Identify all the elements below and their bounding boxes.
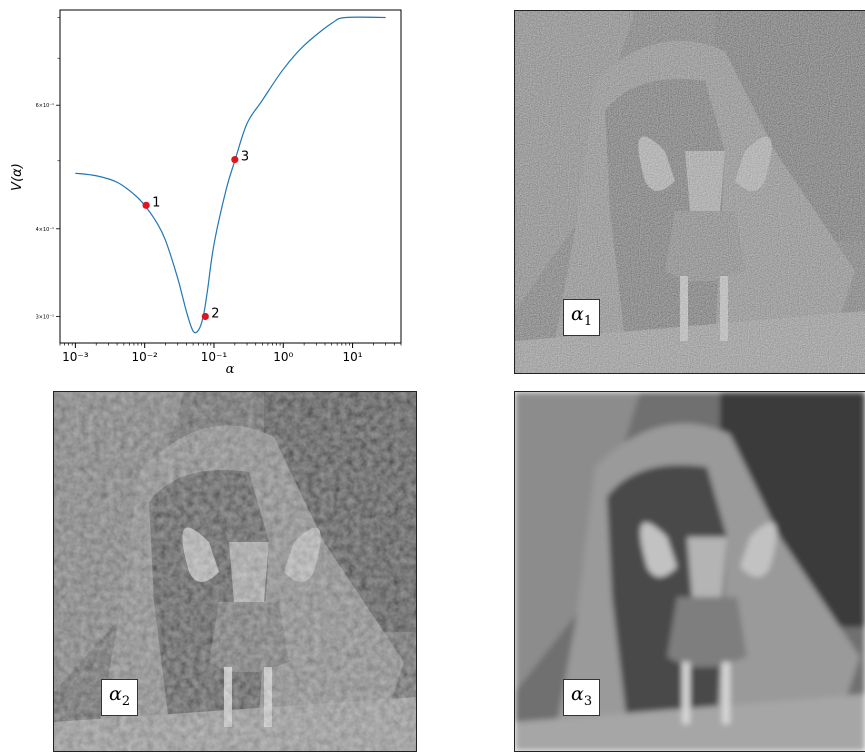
x-tick-label: 10⁻¹ xyxy=(201,350,228,364)
y-axis-label: V(α) xyxy=(10,163,25,191)
v-alpha-chart: 10⁻³ 10⁻² 10⁻¹ 10⁰ 10¹ 3×10⁻¹ 4×10⁻¹ 6×10⁻¹ 1 2 3… xyxy=(10,9,402,377)
point-1-label: 1 xyxy=(152,195,160,210)
ram-image-smooth xyxy=(515,392,865,751)
plot-frame xyxy=(59,9,402,344)
x-tick-label: 10⁰ xyxy=(273,350,293,364)
ram-image-noisy xyxy=(515,11,865,373)
panel-label-alpha2: α2 xyxy=(101,679,139,716)
x-axis-label: α xyxy=(226,362,235,377)
series-line xyxy=(75,16,386,334)
x-tick-label: 10⁻² xyxy=(131,350,158,364)
x-tick-label: 10¹ xyxy=(343,350,363,364)
point-3-label: 3 xyxy=(241,150,249,165)
panel-label-alpha3: α3 xyxy=(563,679,601,716)
y-tick-label: 4×10⁻¹ xyxy=(36,227,54,233)
image-panel-alpha3: α3 xyxy=(514,391,865,752)
point-1-marker xyxy=(142,201,150,209)
point-2-marker xyxy=(201,312,209,321)
image-panel-alpha2: α2 xyxy=(53,391,417,752)
y-tick-label: 3×10⁻¹ xyxy=(36,314,54,320)
y-tick-label: 6×10⁻¹ xyxy=(36,103,54,109)
point-2-label: 2 xyxy=(211,306,219,321)
panel-label-alpha1: α1 xyxy=(563,299,601,336)
image-panel-alpha1: α1 xyxy=(514,10,865,374)
x-tick-label: 10⁻³ xyxy=(62,350,89,364)
point-3-marker xyxy=(231,155,239,164)
